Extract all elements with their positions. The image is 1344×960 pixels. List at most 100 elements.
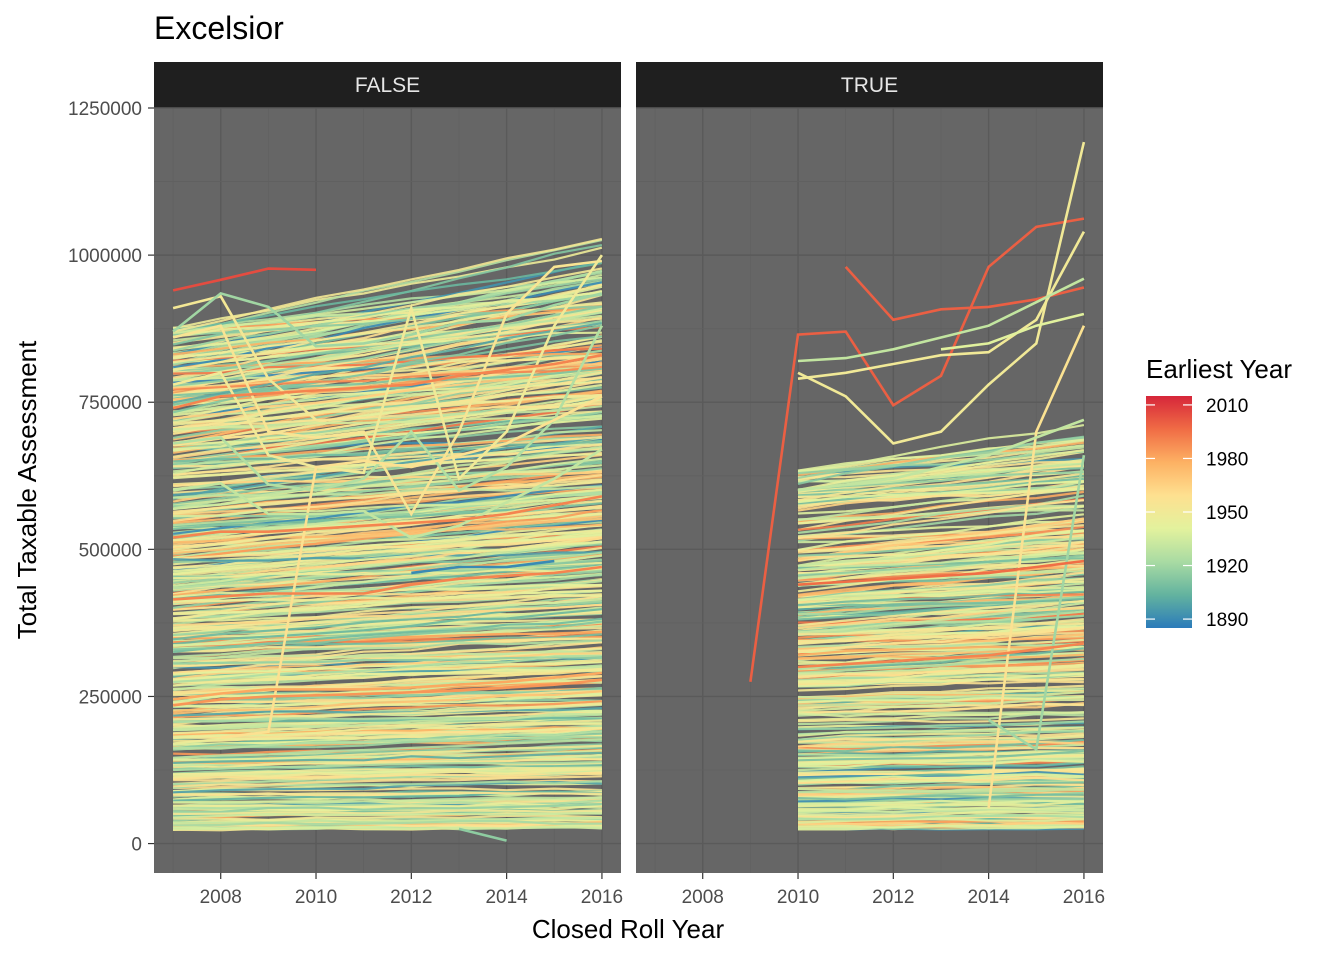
- series-line: [797, 614, 1084, 628]
- series-line: [172, 402, 602, 430]
- series-line: [173, 700, 602, 719]
- series-line: [173, 654, 602, 684]
- series-line: [797, 588, 1084, 601]
- facet-label-true: TRUE: [841, 74, 898, 97]
- series-line: [173, 712, 602, 732]
- series-line: [173, 760, 602, 772]
- series-line: [797, 525, 1085, 553]
- series-line: [172, 671, 603, 701]
- series-line: [797, 802, 1084, 809]
- series-line: [173, 649, 602, 660]
- series-line: [797, 517, 1085, 561]
- series-line: [172, 301, 603, 360]
- series-line: [797, 793, 1084, 801]
- series-line: [172, 290, 603, 338]
- series-line: [172, 267, 317, 292]
- facet-strip-false: [154, 62, 621, 108]
- series-line: [172, 608, 603, 646]
- series-line: [173, 589, 602, 616]
- series-line: [173, 738, 602, 759]
- legend-tick-label: 1950: [1206, 503, 1248, 524]
- series-line: [172, 294, 317, 421]
- series-line: [797, 696, 1084, 704]
- series-line: [172, 238, 603, 336]
- series-line: [797, 677, 1084, 687]
- panel-false-series: [172, 254, 604, 842]
- facet-strip-true: [636, 62, 1103, 108]
- y-tick-label: 1250000: [68, 99, 142, 120]
- series-line: [173, 690, 602, 705]
- series-line: [797, 513, 1085, 552]
- series-line: [797, 596, 1084, 616]
- series-line: [173, 603, 602, 627]
- series-line: [173, 583, 602, 623]
- series-line: [797, 691, 1084, 700]
- series-line: [173, 667, 602, 696]
- series-line: [797, 728, 1084, 741]
- series-line: [797, 647, 1085, 674]
- series-line: [797, 536, 1085, 567]
- y-axis: 0 250000 500000 750000 1000000 1250000: [68, 99, 154, 856]
- series-line: [173, 637, 602, 653]
- y-tick-label: 0: [131, 835, 142, 856]
- series-line: [411, 559, 555, 575]
- series-line: [940, 312, 1085, 351]
- series-line: [797, 466, 1084, 479]
- color-legend: Earliest Year 2010 1980 1950 1920 1890: [1146, 354, 1292, 631]
- series-line: [172, 322, 603, 404]
- series-line: [797, 712, 1084, 726]
- series-line: [173, 817, 602, 824]
- x-tick-label: 2016: [1063, 887, 1105, 908]
- x-tick-label: 2010: [295, 887, 337, 908]
- series-line: [797, 702, 1084, 715]
- series-line: [172, 726, 602, 745]
- series-line: [173, 809, 602, 816]
- series-line: [173, 751, 602, 764]
- x-axis-false: 2008 2010 2012 2014 2016: [200, 873, 623, 908]
- series-line: [172, 284, 603, 372]
- x-axis-true: 2008 2010 2012 2014 2016: [682, 873, 1105, 908]
- series-line: [797, 141, 1086, 445]
- y-tick-label: 750000: [79, 393, 142, 414]
- series-line: [797, 698, 1084, 707]
- series-line: [172, 281, 603, 369]
- series-line: [172, 259, 603, 517]
- series-line: [172, 411, 603, 466]
- series-line: [173, 365, 602, 391]
- series-line: [797, 770, 1084, 779]
- series-line: [797, 484, 1085, 532]
- series-line: [797, 626, 1085, 653]
- series-line: [172, 540, 602, 576]
- series-line: [172, 254, 603, 482]
- series-line: [173, 812, 602, 819]
- series-line: [173, 730, 602, 750]
- series-line: [797, 559, 1085, 586]
- series-line: [173, 565, 603, 615]
- series-line: [173, 496, 602, 518]
- series-line: [173, 639, 602, 658]
- series-line: [797, 418, 1085, 492]
- series-line: [172, 322, 602, 364]
- series-line: [173, 766, 602, 776]
- series-line: [173, 536, 602, 560]
- series-line: [173, 790, 602, 802]
- series-line: [173, 630, 602, 648]
- y-tick-label: 500000: [79, 540, 142, 561]
- series-line: [797, 610, 1084, 636]
- series-line: [173, 771, 602, 780]
- series-line: [797, 787, 1084, 793]
- series-line: [173, 768, 602, 779]
- series-line: [173, 726, 602, 736]
- series-line: [172, 311, 603, 382]
- series-line: [797, 768, 1084, 778]
- series-line: [797, 734, 1084, 743]
- series-line: [797, 622, 1084, 636]
- series-line: [172, 335, 603, 421]
- series-line: [173, 690, 602, 715]
- series-line: [797, 673, 1084, 683]
- series-line: [797, 668, 1084, 679]
- x-tick-label: 2012: [872, 887, 914, 908]
- series-line: [797, 567, 1085, 597]
- series-line: [749, 217, 1085, 682]
